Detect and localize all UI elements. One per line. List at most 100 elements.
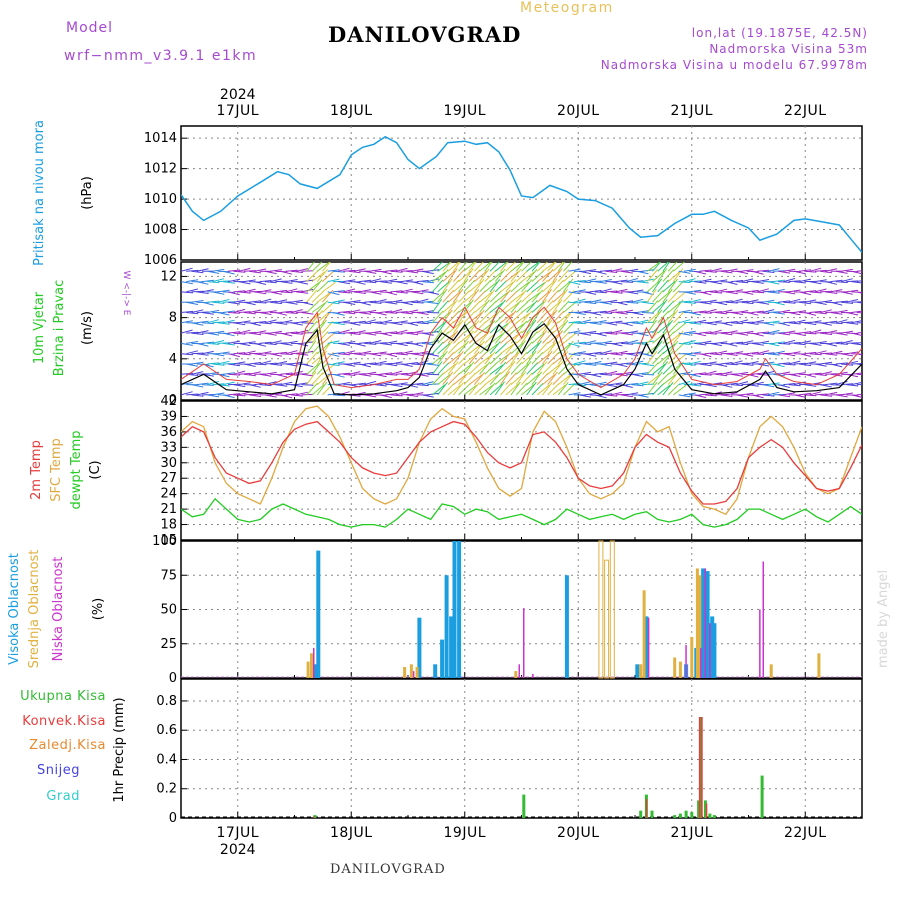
wind-barb — [861, 271, 862, 272]
wind-barb — [500, 382, 512, 396]
wind-barb — [353, 342, 366, 347]
wind-barb — [400, 279, 413, 283]
wind-barb — [432, 322, 445, 334]
wind-barb — [746, 322, 759, 325]
wind-barb — [547, 270, 560, 282]
wind-barb — [547, 332, 561, 344]
wind-barb — [489, 290, 502, 303]
wind-barb — [772, 363, 785, 368]
wind-barb — [442, 278, 453, 293]
wind-barb — [421, 371, 434, 375]
wind-barb — [447, 262, 460, 272]
wind-barb — [730, 322, 744, 325]
wind-barb — [400, 341, 413, 344]
wind-barb — [620, 342, 634, 345]
total-precip-bar — [684, 810, 688, 818]
wind-barb — [243, 373, 256, 377]
wind-barb — [338, 342, 351, 346]
wind-barb — [709, 329, 722, 334]
wind-barb — [327, 278, 340, 283]
wind-barb — [536, 271, 551, 283]
wind-barb — [390, 394, 403, 397]
wind-barb — [505, 372, 517, 385]
wind-barb — [296, 391, 309, 396]
wind-barb — [290, 384, 303, 388]
wind-barb — [605, 370, 618, 375]
wind-barb — [861, 333, 862, 334]
wind-barb — [437, 319, 448, 334]
wind-barb — [275, 289, 288, 293]
wind-barb — [280, 381, 293, 386]
wind-barb — [306, 363, 320, 375]
wind-barb — [799, 331, 812, 334]
wind-barb — [720, 322, 733, 326]
wind-barb — [804, 332, 817, 335]
wind-barb — [437, 280, 450, 293]
wind-barb — [474, 309, 485, 324]
wind-barb — [846, 373, 859, 378]
wind-barb — [411, 268, 424, 272]
wind-barb — [652, 352, 664, 365]
wind-barb — [526, 262, 540, 272]
wind-barb — [626, 301, 639, 304]
wind-barb — [316, 381, 328, 396]
wind-barb — [494, 330, 506, 344]
wind-barb — [830, 341, 843, 344]
high-cloud-bar — [705, 571, 710, 678]
mid-cloud-bar — [639, 664, 643, 678]
wind-barb — [552, 279, 564, 293]
wind-barb — [657, 353, 671, 365]
wind-barb — [704, 308, 717, 313]
wind-barb — [259, 351, 272, 355]
mid-cloud-bar — [817, 653, 821, 678]
wind-barb — [264, 310, 277, 313]
wind-barb — [631, 384, 644, 387]
wind-barb — [233, 394, 246, 397]
wind-barb — [563, 332, 577, 344]
wind-axis-sublabel: Brzina i Pravac — [52, 280, 67, 377]
wind-barb — [531, 371, 542, 385]
wind-barb — [463, 310, 476, 324]
wind-barb — [652, 278, 663, 293]
wind-barb — [254, 291, 267, 295]
wind-barb — [515, 262, 525, 272]
wind-barb — [594, 332, 607, 337]
wind-barb — [233, 270, 246, 273]
wind-barb — [437, 374, 451, 385]
wind-barb — [275, 299, 288, 303]
wind-barb — [605, 290, 618, 293]
wind-barb — [479, 268, 490, 282]
wind-barb — [605, 309, 618, 313]
wind-barb — [285, 363, 298, 367]
wind-barb — [600, 373, 613, 376]
wind-barb — [432, 353, 446, 365]
wind-barb — [453, 362, 466, 375]
wind-barb — [437, 262, 451, 272]
wind-barb — [515, 382, 528, 396]
wind-barb — [453, 350, 464, 365]
y-tick-label: 0.8 — [156, 694, 177, 709]
wind-barb — [694, 394, 707, 399]
wind-barb — [353, 291, 366, 294]
top-day-label: 20JUL — [557, 103, 600, 119]
wind-barb — [715, 350, 728, 355]
wind-barb — [421, 319, 434, 324]
wind-barb — [411, 291, 424, 295]
wind-barb — [615, 301, 628, 306]
wind-barb — [406, 300, 419, 303]
wind-barb — [343, 363, 356, 367]
wind-barb — [631, 298, 644, 303]
wind-barb — [510, 262, 524, 272]
wind-barb — [385, 301, 398, 305]
wind-barb — [741, 269, 754, 272]
wind-barb — [840, 363, 854, 366]
high-cloud-bar — [712, 623, 717, 678]
wind-barb — [563, 301, 577, 313]
y-tick-label: 1012 — [144, 162, 177, 177]
wind-barb — [594, 320, 607, 324]
wind-barb — [447, 361, 459, 375]
wind-barb — [343, 269, 356, 272]
precip-unit-label: 1hr Precip (mm) — [112, 697, 127, 802]
wind-barb — [720, 384, 733, 388]
wind-barb — [217, 299, 230, 303]
